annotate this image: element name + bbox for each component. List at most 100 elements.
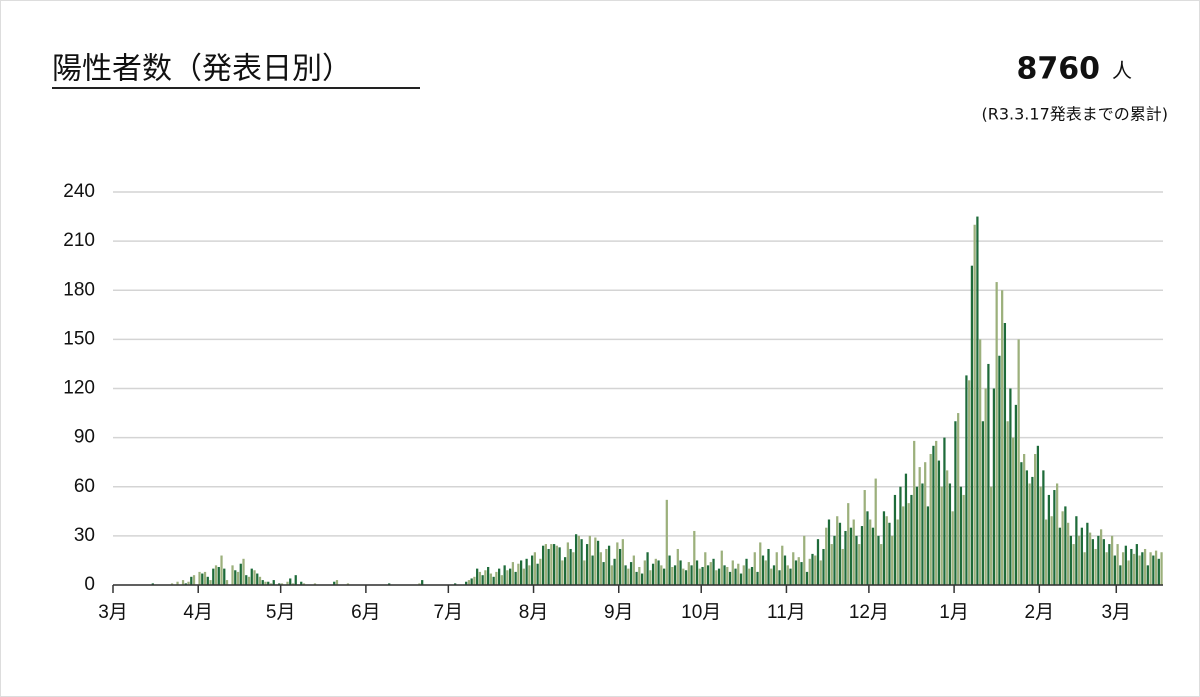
bar xyxy=(569,548,572,585)
bar xyxy=(805,571,809,585)
total-unit: 人 xyxy=(1112,59,1132,83)
bar xyxy=(492,576,495,585)
bar xyxy=(621,539,624,585)
x-tick-label: 1月 xyxy=(939,602,969,623)
bar xyxy=(388,583,391,585)
bar xyxy=(968,380,971,585)
bar xyxy=(1138,555,1141,585)
bar xyxy=(1135,544,1138,585)
bar xyxy=(913,440,916,585)
bar xyxy=(869,519,872,585)
bar xyxy=(1119,565,1122,585)
y-tick-label: 90 xyxy=(74,427,95,448)
bar xyxy=(984,388,987,585)
bar xyxy=(662,568,666,585)
bar xyxy=(827,519,831,585)
chart-title: 陽性者数（発表日別） xyxy=(52,52,352,87)
y-tick-label: 180 xyxy=(63,279,95,300)
bar xyxy=(500,575,504,585)
bar xyxy=(278,583,281,585)
bar xyxy=(239,563,242,585)
bar xyxy=(1069,535,1072,585)
bar xyxy=(910,494,913,585)
bar xyxy=(629,562,633,585)
bar xyxy=(665,499,668,585)
bar xyxy=(924,462,927,585)
bar xyxy=(231,565,234,585)
bar xyxy=(657,560,660,585)
bar xyxy=(269,583,273,585)
bar xyxy=(654,558,657,585)
bar xyxy=(225,580,229,585)
bar xyxy=(250,568,253,585)
bar xyxy=(800,562,803,585)
bar xyxy=(346,583,350,585)
bar xyxy=(717,568,721,585)
bar xyxy=(701,566,704,585)
x-tick-label: 4月 xyxy=(183,602,213,623)
bar xyxy=(918,467,921,585)
bar xyxy=(1154,550,1158,585)
bar xyxy=(552,544,556,585)
bar xyxy=(973,224,976,585)
bar xyxy=(943,437,946,585)
bar xyxy=(781,545,784,585)
bar xyxy=(1094,548,1097,585)
bar xyxy=(1012,437,1015,585)
bar xyxy=(1143,548,1147,585)
bar xyxy=(1034,454,1037,585)
bar xyxy=(566,542,569,585)
bar xyxy=(1149,552,1152,585)
bar xyxy=(1091,539,1094,585)
bar xyxy=(192,575,196,585)
bar xyxy=(764,560,767,585)
bar xyxy=(484,570,487,585)
bar xyxy=(761,555,765,585)
bar xyxy=(1014,404,1018,585)
bar xyxy=(726,566,729,585)
x-tick-label: 8月 xyxy=(519,602,549,623)
bar xyxy=(253,570,256,585)
bar xyxy=(473,576,476,585)
bar xyxy=(1047,494,1051,585)
bar xyxy=(673,565,677,585)
bar xyxy=(616,542,619,585)
bar xyxy=(1061,511,1064,585)
bar xyxy=(962,494,965,585)
bar xyxy=(959,486,963,585)
bar xyxy=(607,545,611,585)
x-tick-label: 9月 xyxy=(604,602,634,623)
total: 8760 xyxy=(1017,52,1101,87)
bar xyxy=(1017,339,1020,585)
bar xyxy=(772,565,776,585)
bar xyxy=(217,566,220,585)
bar xyxy=(1042,470,1045,585)
bar xyxy=(921,483,924,585)
bar xyxy=(206,576,209,585)
bar xyxy=(874,478,877,585)
bar xyxy=(676,548,679,585)
bar xyxy=(1025,470,1029,585)
bar xyxy=(690,565,693,585)
bar xyxy=(610,565,613,585)
x-tick-label: 3月 xyxy=(98,602,128,623)
bar xyxy=(558,547,561,585)
bar xyxy=(533,552,536,585)
bar xyxy=(1020,462,1023,585)
y-tick-label: 240 xyxy=(63,181,95,202)
bar xyxy=(935,440,938,585)
bar xyxy=(1009,388,1012,585)
bar xyxy=(811,553,814,585)
bar xyxy=(783,555,787,585)
bar xyxy=(893,494,897,585)
bar xyxy=(643,560,646,585)
bar xyxy=(1160,552,1163,585)
bar xyxy=(170,583,174,585)
bar xyxy=(896,519,899,585)
bar xyxy=(635,571,638,585)
x-tick-label: 2月 xyxy=(1025,602,1055,623)
bar xyxy=(937,460,941,585)
bar xyxy=(915,486,919,585)
bar xyxy=(1130,548,1133,585)
bar xyxy=(976,216,979,585)
